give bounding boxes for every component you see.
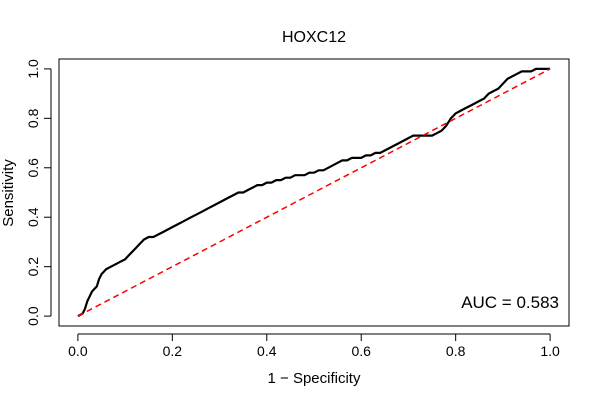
x-tick-label: 0.2 xyxy=(163,343,183,359)
plot-frame xyxy=(58,58,570,327)
x-tick-label: 0.4 xyxy=(257,343,277,359)
y-tick-label: 0.6 xyxy=(25,158,41,178)
x-axis-label: 1 − Specificity xyxy=(268,370,361,387)
y-tick-label: 0.0 xyxy=(25,306,41,326)
chart-title: HOXC12 xyxy=(282,29,346,46)
x-axis: 0.0 0.2 0.4 0.6 0.8 1.0 xyxy=(68,333,560,359)
y-tick-label: 0.8 xyxy=(25,108,41,128)
series-layer xyxy=(77,67,551,318)
x-tick-label: 0.6 xyxy=(351,343,371,359)
plot-area xyxy=(58,58,570,327)
roc-curve-line xyxy=(77,67,551,318)
auc-annotation: AUC = 0.583 xyxy=(461,293,559,312)
y-tick-label: 1.0 xyxy=(25,59,41,79)
y-tick-label: 0.2 xyxy=(25,257,41,277)
x-tick-label: 0.8 xyxy=(446,343,466,359)
reference-diagonal-line xyxy=(77,68,551,317)
y-axis: 0.0 0.2 0.4 0.6 0.8 1.0 xyxy=(25,59,52,326)
y-tick-label: 0.4 xyxy=(25,207,41,227)
x-tick-label: 1.0 xyxy=(540,343,560,359)
y-axis-label: Sensitivity xyxy=(0,159,17,227)
x-tick-label: 0.0 xyxy=(68,343,88,359)
